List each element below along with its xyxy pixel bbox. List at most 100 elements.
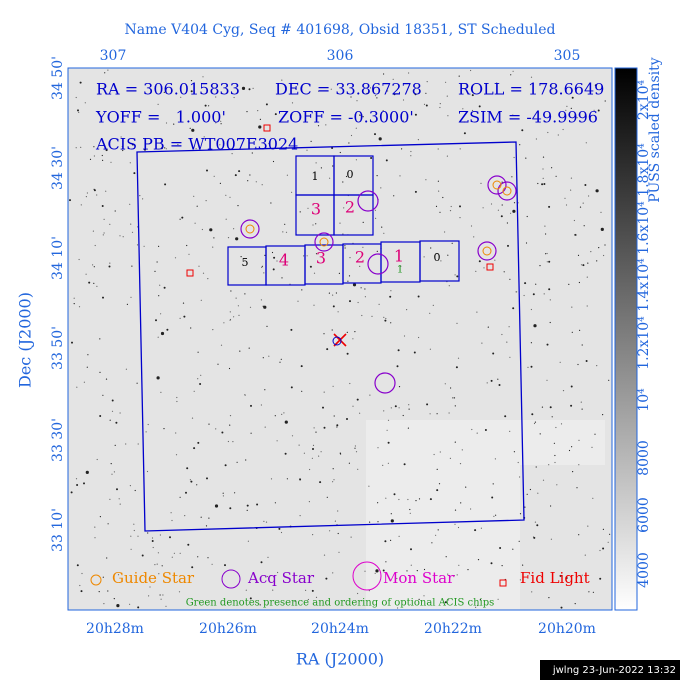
star-dot bbox=[157, 336, 159, 338]
legend-label: Fid Light bbox=[520, 569, 590, 587]
star-dot bbox=[229, 424, 231, 426]
star-dot bbox=[325, 124, 327, 126]
star-dot bbox=[190, 480, 193, 483]
star-dot bbox=[103, 603, 105, 605]
star-dot bbox=[398, 407, 400, 409]
star-dot bbox=[207, 278, 209, 280]
star-dot bbox=[208, 105, 210, 107]
star-dot bbox=[535, 283, 537, 285]
star-dot bbox=[186, 244, 188, 247]
star-dot bbox=[80, 590, 83, 593]
star-dot bbox=[390, 539, 392, 542]
star-dot bbox=[588, 195, 590, 197]
star-dot bbox=[604, 100, 606, 102]
star-dot bbox=[156, 261, 158, 263]
star-dot bbox=[177, 143, 179, 146]
star-dot bbox=[408, 404, 410, 406]
star-dot bbox=[477, 559, 480, 561]
star-dot bbox=[456, 275, 459, 278]
star-dot bbox=[145, 431, 147, 433]
star-dot bbox=[602, 414, 604, 416]
star-dot bbox=[409, 508, 411, 511]
star-dot bbox=[585, 360, 588, 362]
top-tick-label: 306 bbox=[327, 48, 354, 64]
star-dot bbox=[408, 72, 410, 74]
star-dot bbox=[457, 526, 460, 529]
star-dot bbox=[263, 272, 265, 274]
star-dot bbox=[594, 84, 597, 87]
star-dot bbox=[385, 317, 387, 320]
acq-star bbox=[314, 232, 334, 252]
star-dot bbox=[190, 80, 193, 82]
star-dot bbox=[93, 282, 95, 284]
star-dot bbox=[265, 103, 268, 106]
star-dot bbox=[159, 534, 161, 536]
colorbar-label: 1.6x10⁴ bbox=[636, 201, 652, 255]
star-dot bbox=[99, 338, 101, 340]
star-dot bbox=[426, 81, 428, 83]
star-dot bbox=[101, 154, 103, 157]
star-dot bbox=[524, 282, 527, 285]
star-dot bbox=[234, 174, 237, 177]
star-dot bbox=[544, 121, 547, 123]
star-dot bbox=[291, 191, 293, 193]
star-dot bbox=[442, 196, 444, 199]
legend-note: Green denotes presence and ordering of o… bbox=[186, 598, 495, 609]
footer: jwlng 23-Jun-2022 13:32 bbox=[552, 665, 676, 676]
star-dot bbox=[390, 322, 392, 324]
star-dot bbox=[207, 557, 209, 559]
star-dot bbox=[222, 495, 224, 497]
star-dot bbox=[136, 382, 138, 384]
star-dot bbox=[185, 491, 187, 494]
star-dot bbox=[462, 108, 464, 110]
star-dot bbox=[313, 304, 315, 306]
star-dot bbox=[587, 262, 589, 264]
star-dot bbox=[94, 526, 96, 528]
star-dot bbox=[131, 231, 134, 233]
left-tick-label: 34 10' bbox=[50, 236, 66, 280]
star-dot bbox=[492, 483, 494, 485]
star-dot bbox=[174, 257, 177, 259]
star-dot bbox=[146, 470, 149, 473]
star-dot bbox=[163, 91, 165, 93]
legend-symbol bbox=[499, 579, 507, 587]
star-dot bbox=[494, 259, 496, 261]
star-dot bbox=[120, 136, 122, 138]
star-dot bbox=[376, 175, 378, 177]
star-dot bbox=[117, 574, 120, 576]
colorbar-label: 1.2x10⁴ bbox=[636, 316, 652, 370]
star-dot bbox=[171, 519, 173, 522]
star-dot bbox=[539, 433, 541, 435]
star-dot bbox=[555, 426, 557, 429]
star-dot bbox=[222, 492, 224, 494]
star-dot bbox=[377, 521, 379, 523]
star-dot bbox=[322, 406, 324, 409]
star-dot bbox=[354, 331, 356, 333]
star-dot bbox=[278, 527, 281, 530]
star-dot bbox=[357, 301, 359, 304]
star-dot bbox=[206, 477, 208, 480]
star-dot bbox=[160, 598, 162, 600]
star-dot bbox=[438, 483, 441, 485]
star-dot bbox=[380, 187, 382, 189]
star-dot bbox=[235, 237, 239, 241]
star-dot bbox=[393, 93, 396, 96]
star-dot bbox=[332, 481, 334, 483]
guide-star bbox=[492, 180, 502, 190]
star-dot bbox=[160, 313, 162, 315]
star-dot bbox=[156, 376, 160, 380]
star-dot bbox=[332, 468, 334, 470]
star-dot bbox=[423, 103, 426, 105]
star-dot bbox=[574, 233, 577, 236]
star-dot bbox=[299, 211, 301, 213]
star-dot bbox=[578, 464, 580, 466]
star-dot bbox=[165, 605, 167, 607]
star-dot bbox=[476, 604, 479, 607]
star-dot bbox=[101, 205, 104, 207]
star-dot bbox=[161, 565, 163, 567]
star-dot bbox=[307, 598, 309, 601]
star-dot bbox=[407, 427, 409, 429]
star-dot bbox=[246, 111, 248, 113]
legend-label: Mon Star bbox=[383, 569, 455, 587]
star-dot bbox=[126, 303, 128, 305]
